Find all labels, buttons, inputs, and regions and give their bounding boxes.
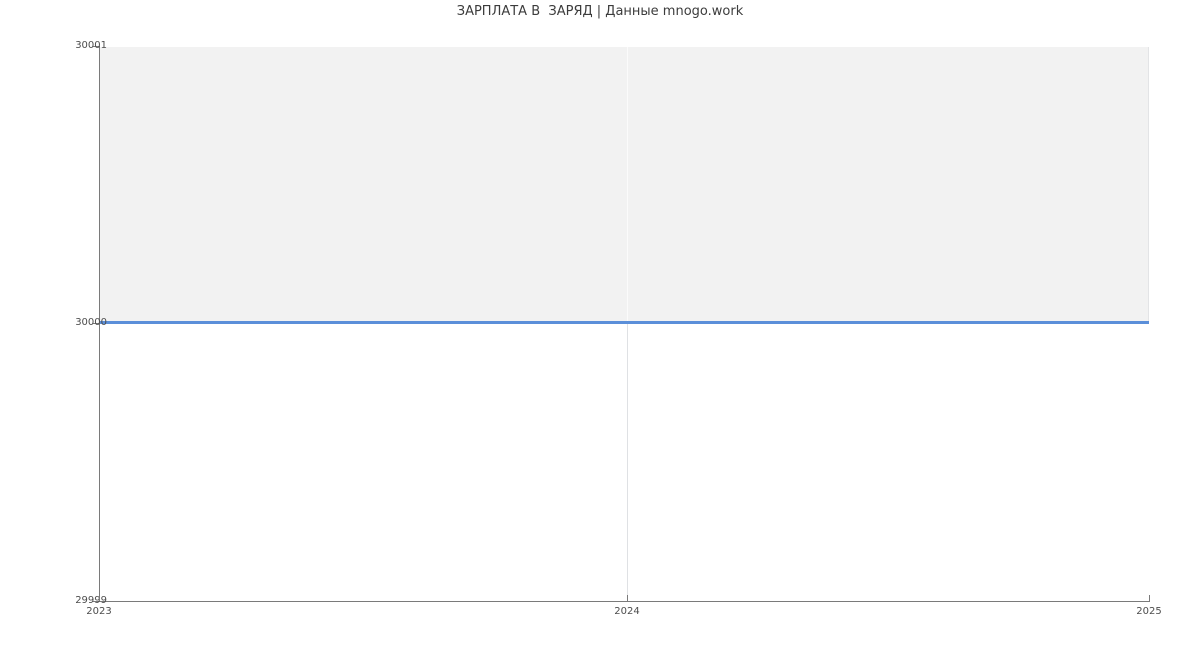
y-tick-mark-30000 [93,323,99,324]
y-tick-mark-30001 [93,46,99,47]
gridline-vertical-2024-upper [627,47,628,323]
x-tick-mark-2023 [99,595,100,601]
axis-spine-bottom [93,601,1150,602]
x-tick-label-2023: 2023 [86,606,112,617]
series-line-zarplata [99,321,1149,324]
area-fill-region [99,47,1149,323]
area-fill-right-edge [1148,47,1149,323]
y-tick-label-top: 30001 [75,40,107,51]
x-tick-label-2024: 2024 [614,606,640,617]
x-tick-label-2025: 2025 [1136,606,1162,617]
axis-spine-left [99,46,100,602]
y-tick-label-middle: 30000 [75,317,107,328]
gridline-vertical-2024-lower [627,323,628,601]
x-tick-mark-2024 [627,595,628,601]
y-tick-mark-29999 [93,601,99,602]
x-tick-mark-2025 [1149,595,1150,601]
y-tick-label-bottom: 29999 [75,595,107,606]
chart-title: ЗАРПЛАТА В ЗАРЯД | Данные mnogo.work [456,4,744,19]
plot-area [99,47,1149,601]
